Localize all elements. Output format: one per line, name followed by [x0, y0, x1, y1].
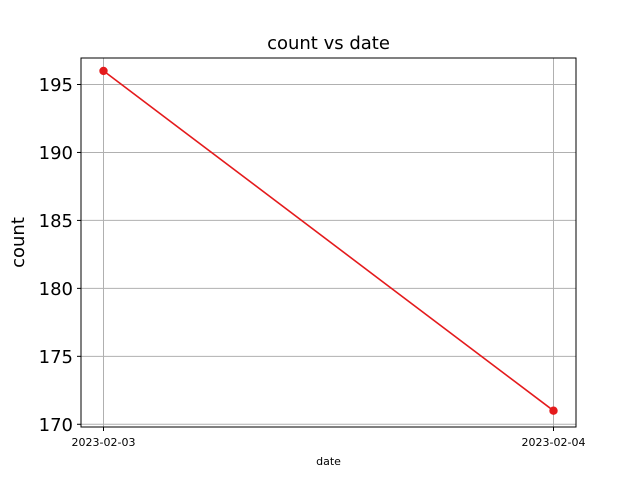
y-tick-label: 195 — [39, 75, 73, 96]
y-tick-label: 185 — [39, 211, 73, 232]
data-point — [99, 66, 108, 76]
y-tick-label: 175 — [39, 347, 73, 368]
axes-frame — [80, 57, 577, 428]
x-tick-label: 2023-02-04 — [522, 436, 586, 449]
x-axis: 2023-02-03 2023-02-04 — [72, 427, 586, 449]
y-axis: 170 175 180 185 190 195 — [39, 75, 81, 436]
y-axis-label: count — [8, 217, 29, 268]
series-layer — [99, 66, 558, 415]
y-tick-label: 180 — [39, 279, 73, 300]
y-tick-label: 190 — [39, 143, 73, 164]
y-tick-label: 170 — [39, 415, 73, 436]
series-line — [103, 70, 554, 412]
chart-title: count vs date — [267, 33, 390, 54]
x-axis-label: date — [316, 455, 341, 468]
x-tick-label: 2023-02-03 — [72, 436, 136, 449]
grid-lines — [81, 58, 576, 427]
data-point — [549, 406, 558, 415]
